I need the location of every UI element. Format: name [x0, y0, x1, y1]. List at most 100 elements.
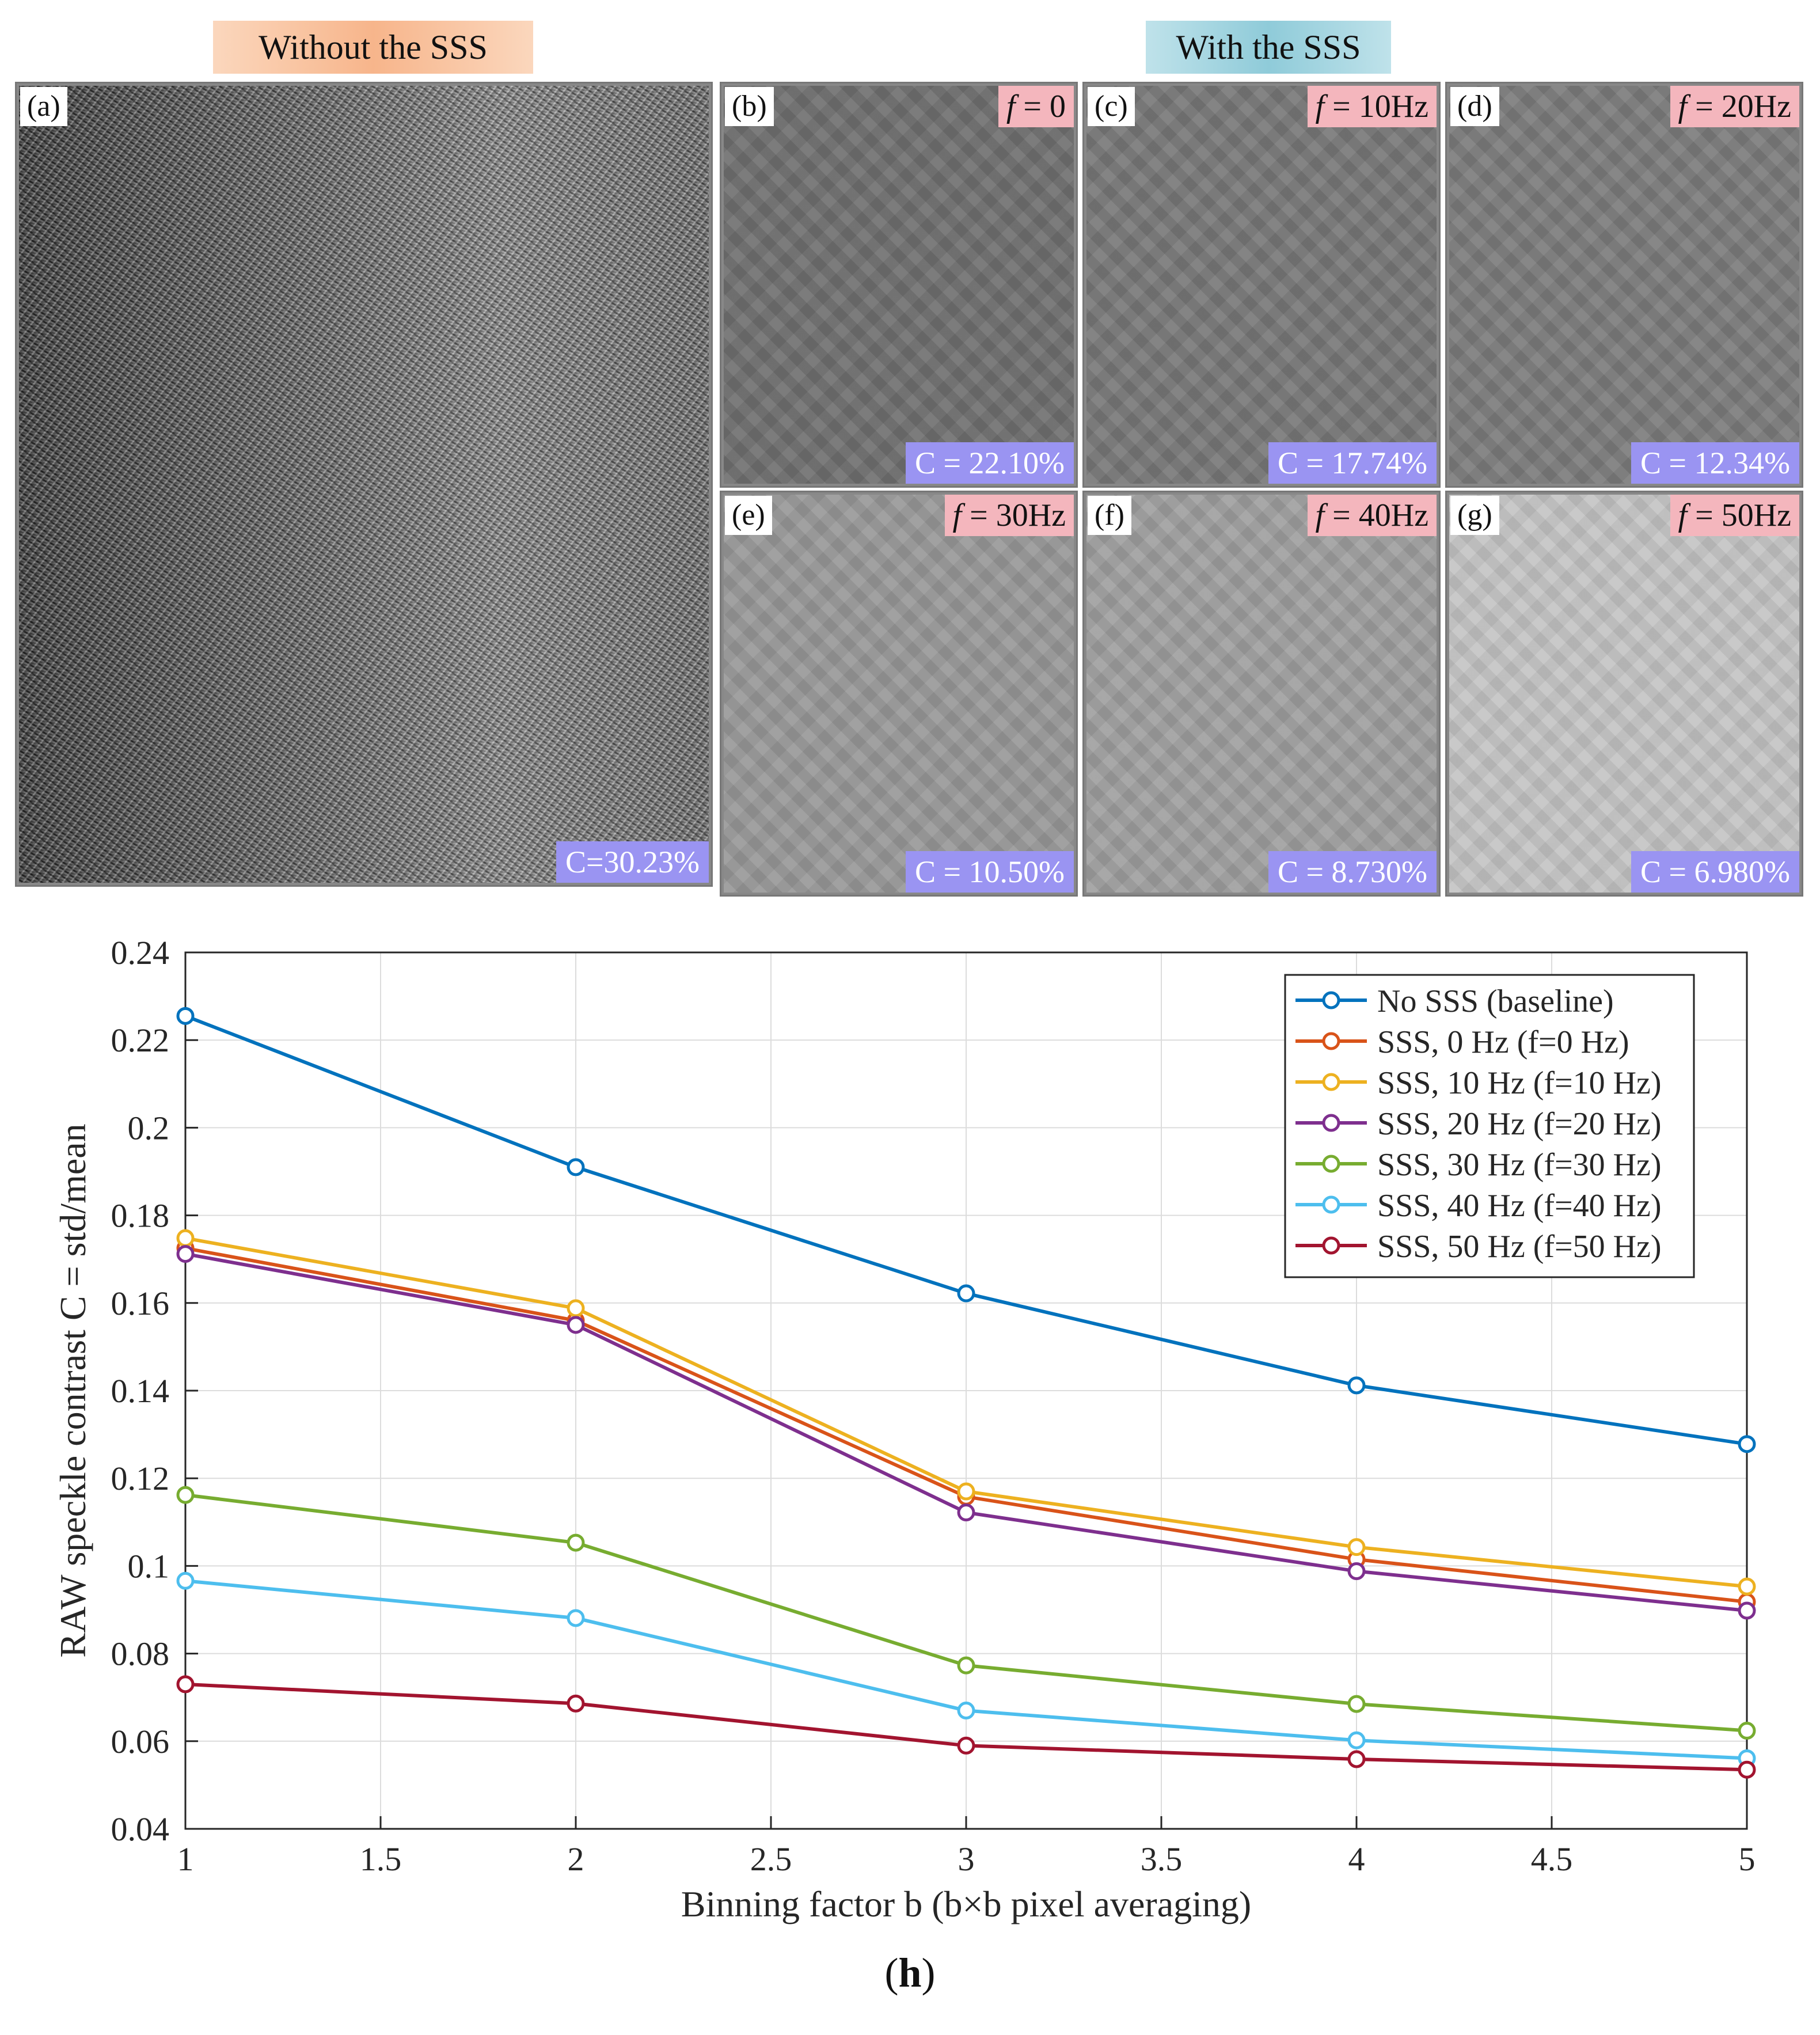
data-point: [176, 1486, 195, 1504]
frequency-value: = 30Hz: [970, 498, 1066, 533]
x-tick-label: 1: [177, 1840, 194, 1878]
panel-label: (b): [725, 87, 774, 126]
speckle-image-e: [724, 495, 1074, 893]
y-tick-label: 0.16: [111, 1285, 170, 1322]
frequency-value: = 0: [1023, 89, 1066, 124]
data-point: [957, 1504, 975, 1522]
x-tick-label: 2: [568, 1840, 584, 1878]
frequency-badge: f = 40Hz: [1307, 495, 1437, 536]
chart-grid: [185, 952, 1747, 1829]
data-point: [567, 1609, 585, 1627]
contrast-badge: C = 10.50%: [906, 851, 1074, 893]
data-point: [1738, 1601, 1756, 1620]
panel-f: (f) f = 40Hz C = 8.730%: [1082, 491, 1441, 897]
legend-label: SSS, 40 Hz (f=40 Hz): [1377, 1188, 1662, 1224]
contrast-badge: C = 17.74%: [1268, 442, 1437, 484]
legend-marker: [1322, 1195, 1340, 1214]
x-tick-label: 3: [958, 1840, 975, 1878]
data-point: [567, 1533, 585, 1552]
legend-label: SSS, 0 Hz (f=0 Hz): [1377, 1024, 1629, 1060]
contrast-badge: C = 22.10%: [906, 442, 1074, 484]
caption-letter: h: [898, 1950, 922, 1996]
x-tick-label: 4: [1348, 1840, 1365, 1878]
y-tick-label: 0.24: [111, 934, 170, 971]
speckle-image-g: [1449, 495, 1799, 893]
legend-marker: [1322, 1155, 1340, 1173]
x-tick-label: 5: [1739, 1840, 1756, 1878]
frequency-badge: f = 10Hz: [1307, 86, 1437, 127]
data-point: [567, 1694, 585, 1713]
contrast-badge: C = 6.980%: [1631, 851, 1799, 893]
data-point: [176, 1571, 195, 1590]
panel-e: (e) f = 30Hz C = 10.50%: [720, 491, 1078, 897]
figure-caption: (h): [0, 1949, 1820, 1997]
legend-marker: [1322, 1114, 1340, 1132]
data-point: [1347, 1750, 1366, 1768]
frequency-badge: f = 50Hz: [1670, 495, 1799, 536]
legend-label: SSS, 50 Hz (f=50 Hz): [1377, 1229, 1662, 1265]
without-sss-header: Without the SSS: [213, 21, 533, 74]
caption-close-paren: ): [921, 1950, 936, 1996]
y-tick-label: 0.14: [111, 1372, 170, 1410]
axis-ticks: 1 1.5 2 2.5 3 3.5 4 4.5 5 0.04 0.06 0.08 0.1 0.12 0.14…: [111, 934, 1756, 1878]
speckle-image-f: [1086, 495, 1437, 893]
frequency-symbol: f: [1315, 89, 1325, 124]
panel-label: (d): [1450, 87, 1499, 126]
panel-c: (c) f = 10Hz C = 17.74%: [1082, 82, 1441, 488]
data-point: [1738, 1760, 1756, 1779]
legend-label: SSS, 30 Hz (f=30 Hz): [1377, 1147, 1662, 1183]
speckle-contrast-chart: 1 1.5 2 2.5 3 3.5 4 4.5 5 0.04 0.06 0.08 0.1 0.12 0.14…: [52, 934, 1756, 1924]
legend-label: No SSS (baseline): [1377, 984, 1614, 1019]
data-point: [176, 1007, 195, 1025]
legend-marker: [1322, 991, 1340, 1009]
legend-label: SSS, 10 Hz (f=10 Hz): [1377, 1065, 1662, 1101]
chart-legend: No SSS (baseline) SSS, 0 Hz (f=0 Hz) SSS, …: [1284, 974, 1695, 1278]
y-tick-label: 0.06: [111, 1723, 170, 1760]
legend-label: SSS, 20 Hz (f=20 Hz): [1377, 1106, 1662, 1142]
data-point: [176, 1675, 195, 1694]
frequency-badge: f = 0: [998, 86, 1074, 127]
data-point: [957, 1702, 975, 1720]
frequency-value: = 20Hz: [1695, 89, 1791, 124]
data-point: [1347, 1538, 1366, 1556]
series-lines: [176, 1007, 1756, 1779]
contrast-badge: C=30.23%: [556, 841, 709, 883]
y-tick-label: 0.04: [111, 1810, 170, 1848]
legend-marker: [1322, 1073, 1340, 1091]
speckle-image-b: [724, 86, 1074, 484]
panel-d: (d) f = 20Hz C = 12.34%: [1445, 82, 1803, 488]
frequency-symbol: f: [1678, 498, 1688, 533]
panel-b: (b) f = 0 C = 22.10%: [720, 82, 1078, 488]
panel-label: (f): [1088, 496, 1131, 535]
legend-box: [1284, 974, 1695, 1278]
caption-open-paren: (: [884, 1950, 899, 1996]
data-point: [567, 1316, 585, 1334]
panel-a: (a) C=30.23%: [15, 82, 713, 887]
x-tick-label: 1.5: [360, 1840, 402, 1878]
data-point: [1347, 1695, 1366, 1713]
x-axis-label: Binning factor b (b×b pixel averaging): [681, 1884, 1251, 1924]
legend-marker: [1322, 1236, 1340, 1255]
frequency-badge: f = 30Hz: [944, 495, 1074, 536]
frequency-symbol: f: [1678, 89, 1688, 124]
contrast-badge: C = 12.34%: [1631, 442, 1799, 484]
y-tick-label: 0.12: [111, 1460, 170, 1497]
y-tick-label: 0.2: [128, 1109, 170, 1146]
panel-label: (e): [725, 496, 772, 535]
data-point: [1738, 1435, 1756, 1453]
y-axis-label: RAW speckle contrast C = std/mean: [52, 1123, 93, 1657]
data-point: [1347, 1376, 1366, 1395]
x-tick-label: 4.5: [1531, 1840, 1573, 1878]
data-point: [1347, 1562, 1366, 1581]
data-point: [567, 1158, 585, 1176]
speckle-image-a: [19, 86, 709, 883]
y-tick-label: 0.22: [111, 1022, 170, 1059]
panel-g: (g) f = 50Hz C = 6.980%: [1445, 491, 1803, 897]
x-tick-label: 3.5: [1141, 1840, 1183, 1878]
panel-label: (g): [1450, 496, 1499, 535]
data-point: [176, 1229, 195, 1247]
y-tick-label: 0.08: [111, 1635, 170, 1673]
contrast-badge: C = 8.730%: [1268, 851, 1437, 893]
data-point: [957, 1482, 975, 1501]
frequency-symbol: f: [1006, 89, 1016, 124]
